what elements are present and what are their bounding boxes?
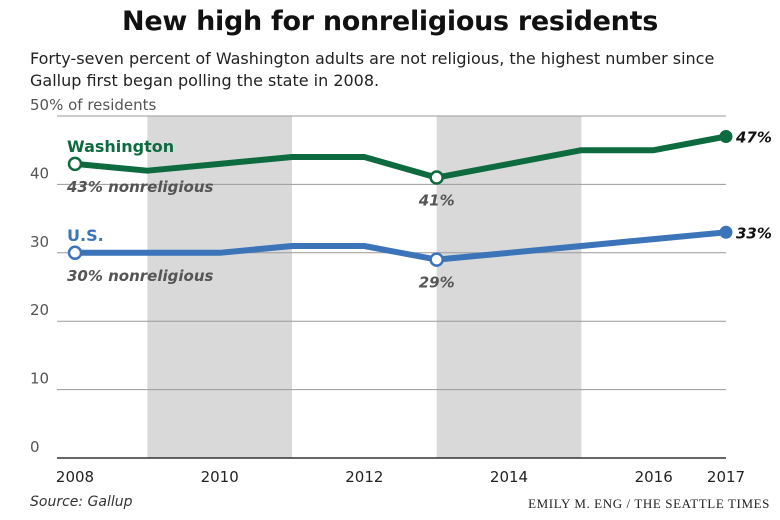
- x-tick-label-2016: 2016: [635, 468, 673, 486]
- x-tick-label-2010: 2010: [201, 468, 239, 486]
- y-tick-label-10: 10: [30, 370, 49, 388]
- source-note: Source: Gallup: [30, 494, 133, 510]
- data-label-0-1: 41%: [418, 192, 455, 210]
- x-tick-label-2012: 2012: [345, 468, 383, 486]
- data-label-0-2: 47%: [735, 129, 772, 147]
- data-point-end-1: [719, 225, 733, 239]
- y-tick-label-0: 0: [30, 438, 40, 456]
- shaded-band-0: [147, 116, 292, 458]
- data-label-0-0: 43% nonreligious: [66, 178, 214, 196]
- x-tick-label-2017: 2017: [707, 468, 745, 486]
- series-line-0: [72, 133, 729, 181]
- data-label-1-2: 33%: [736, 224, 772, 242]
- data-point-open-1-2013: [429, 252, 444, 267]
- x-tick-label-2014: 2014: [490, 468, 528, 486]
- data-point-open-0-2013: [429, 170, 444, 185]
- data-point-open-1-2008: [67, 245, 83, 261]
- y-tick-label-40: 40: [30, 164, 49, 182]
- y-tick-label-20: 20: [30, 301, 49, 319]
- series-name-0: Washington: [67, 137, 174, 156]
- shaded-band-1: [436, 116, 582, 458]
- data-label-1-1: 29%: [419, 274, 455, 292]
- credit-line: EMILY M. ENG / THE SEATTLE TIMES: [528, 496, 770, 511]
- data-label-1-0: 30% nonreligious: [67, 267, 214, 285]
- y-tick-label-50: 50% of residents: [30, 96, 157, 114]
- series-name-1: U.S.: [67, 226, 104, 245]
- y-tick-label-30: 30: [30, 233, 49, 251]
- data-point-end-0: [719, 130, 733, 144]
- series-line-1: [72, 229, 729, 263]
- x-tick-label-2008: 2008: [56, 468, 94, 486]
- chart-subtitle: Forty-seven percent of Washington adults…: [30, 49, 715, 90]
- chart-title: New high for nonreligious residents: [122, 6, 658, 37]
- data-point-open-0-2008: [67, 156, 83, 172]
